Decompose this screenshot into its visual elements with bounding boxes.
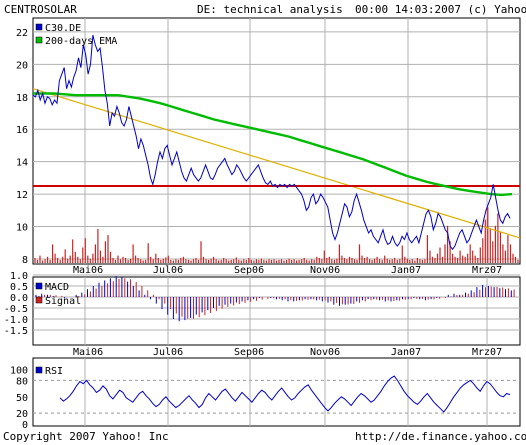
macd-tick-label: -0.5 bbox=[4, 304, 28, 315]
rsi-line bbox=[59, 375, 511, 413]
rsi-tick-label: 80 bbox=[16, 376, 28, 387]
macd-x-tick-label: Jan07 bbox=[391, 347, 421, 358]
macd-frame bbox=[32, 276, 521, 346]
source-url[interactable]: http://de.finance.yahoo.com/ bbox=[355, 430, 526, 443]
price-tick-label: 18 bbox=[16, 93, 28, 104]
ema-line bbox=[33, 92, 513, 197]
price-tick-label: 10 bbox=[16, 223, 28, 234]
macd-x-tick-label: Mai06 bbox=[73, 347, 103, 358]
macd-tick-label: 1.0 bbox=[10, 271, 28, 282]
macd-x-tick-label: Sep06 bbox=[234, 347, 264, 358]
price-tick-label: 20 bbox=[16, 60, 28, 71]
rsi-tick-label: 100 bbox=[10, 366, 28, 377]
macd-x-tick-label: Jul06 bbox=[153, 347, 183, 358]
chart-title: DE: technical analysis bbox=[197, 3, 343, 16]
price-x-tick-label: Jan07 bbox=[391, 265, 421, 276]
legend-label-signal: Signal bbox=[45, 296, 81, 307]
rsi-tick-label: 0 bbox=[22, 420, 28, 431]
legend-swatch-rsi bbox=[35, 366, 43, 374]
legend-swatch-price bbox=[35, 23, 43, 31]
macd-tick-label: -1.0 bbox=[4, 315, 28, 326]
company-name: CENTROSOLAR bbox=[4, 3, 77, 16]
price-x-tick-label: Jul06 bbox=[153, 265, 183, 276]
header-bar: CENTROSOLAR DE: technical analysis 00:00… bbox=[0, 0, 526, 18]
price-x-tick-label: Mrz07 bbox=[472, 265, 502, 276]
price-frame bbox=[32, 17, 521, 265]
legend-label-ema: 200-days EMA bbox=[45, 36, 117, 47]
macd-tick-label: 0.0 bbox=[10, 293, 28, 304]
footer-bar: Copyright 2007 Yahoo! Inc http://de.fina… bbox=[0, 428, 526, 445]
rsi-tick-label: 50 bbox=[16, 393, 28, 404]
macd-x-tick-label: Nov06 bbox=[310, 347, 340, 358]
rsi-frame bbox=[32, 357, 521, 427]
copyright-text: Copyright 2007 Yahoo! Inc bbox=[3, 430, 169, 443]
price-line bbox=[32, 34, 511, 251]
timestamp: 00:00 14:03:2007 (c) Yahoo! bbox=[355, 3, 526, 16]
macd-tick-label: -1.5 bbox=[4, 326, 28, 337]
price-tick-label: 12 bbox=[16, 190, 28, 201]
macd-x-tick-label: Mrz07 bbox=[472, 347, 502, 358]
legend-swatch-signal bbox=[35, 296, 43, 304]
trendline bbox=[32, 88, 521, 239]
price-tick-label: 22 bbox=[16, 28, 28, 39]
macd-tick-label: 0.5 bbox=[10, 282, 28, 293]
macd-panel: 1.00.50.0-0.5-1.0-1.5 MACD Signal Mai06 Jul0… bbox=[4, 271, 521, 358]
price-tick-label: 8 bbox=[22, 255, 28, 266]
legend-swatch-macd bbox=[35, 282, 43, 290]
price-x-tick-label: Nov06 bbox=[310, 265, 340, 276]
legend-label-price: C30.DE bbox=[45, 23, 81, 34]
legend-label-macd: MACD bbox=[45, 282, 69, 293]
price-panel: 8 10 12 14 16 18 20 22 C30.DE 200-days EMA Mai06 Ju… bbox=[16, 17, 521, 276]
legend-swatch-ema bbox=[35, 36, 43, 44]
price-x-tick-label: Mai06 bbox=[73, 265, 103, 276]
legend-label-rsi: RSI bbox=[45, 366, 63, 377]
price-tick-label: 14 bbox=[16, 158, 28, 169]
price-x-tick-label: Sep06 bbox=[234, 265, 264, 276]
rsi-tick-label: 20 bbox=[16, 409, 28, 420]
price-tick-label: 16 bbox=[16, 125, 28, 136]
